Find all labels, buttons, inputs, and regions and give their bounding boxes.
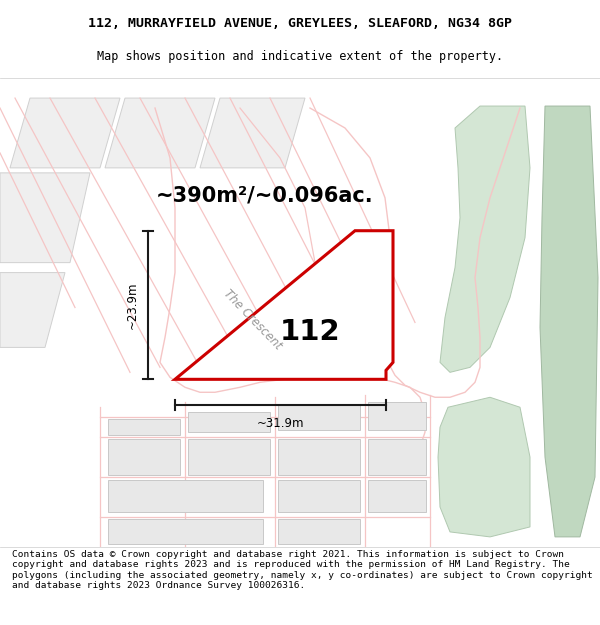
Bar (108, 419, 180, 435)
Polygon shape (540, 106, 598, 537)
Text: The Crescent: The Crescent (221, 287, 285, 352)
Polygon shape (105, 98, 215, 168)
Bar (368, 402, 426, 430)
Text: ~31.9m: ~31.9m (257, 417, 304, 430)
Polygon shape (200, 98, 305, 168)
Text: 112: 112 (280, 319, 340, 346)
Text: ~23.9m: ~23.9m (125, 281, 139, 329)
Bar (278, 439, 360, 475)
Bar (188, 439, 270, 475)
Polygon shape (0, 272, 65, 348)
Polygon shape (0, 173, 90, 262)
Polygon shape (10, 98, 120, 168)
Bar (368, 480, 426, 512)
Bar (278, 405, 360, 430)
Bar (108, 480, 263, 512)
Polygon shape (175, 231, 393, 379)
Text: 112, MURRAYFIELD AVENUE, GREYLEES, SLEAFORD, NG34 8GP: 112, MURRAYFIELD AVENUE, GREYLEES, SLEAF… (88, 17, 512, 30)
Bar (278, 519, 360, 544)
Bar (278, 480, 360, 512)
Bar (108, 439, 180, 475)
Bar (368, 439, 426, 475)
Text: ~390m²/~0.096ac.: ~390m²/~0.096ac. (156, 186, 374, 206)
Text: Contains OS data © Crown copyright and database right 2021. This information is : Contains OS data © Crown copyright and d… (12, 550, 593, 590)
Polygon shape (440, 106, 530, 372)
Text: Map shows position and indicative extent of the property.: Map shows position and indicative extent… (97, 50, 503, 62)
Bar (108, 519, 263, 544)
Polygon shape (438, 398, 530, 537)
Bar (188, 412, 270, 432)
